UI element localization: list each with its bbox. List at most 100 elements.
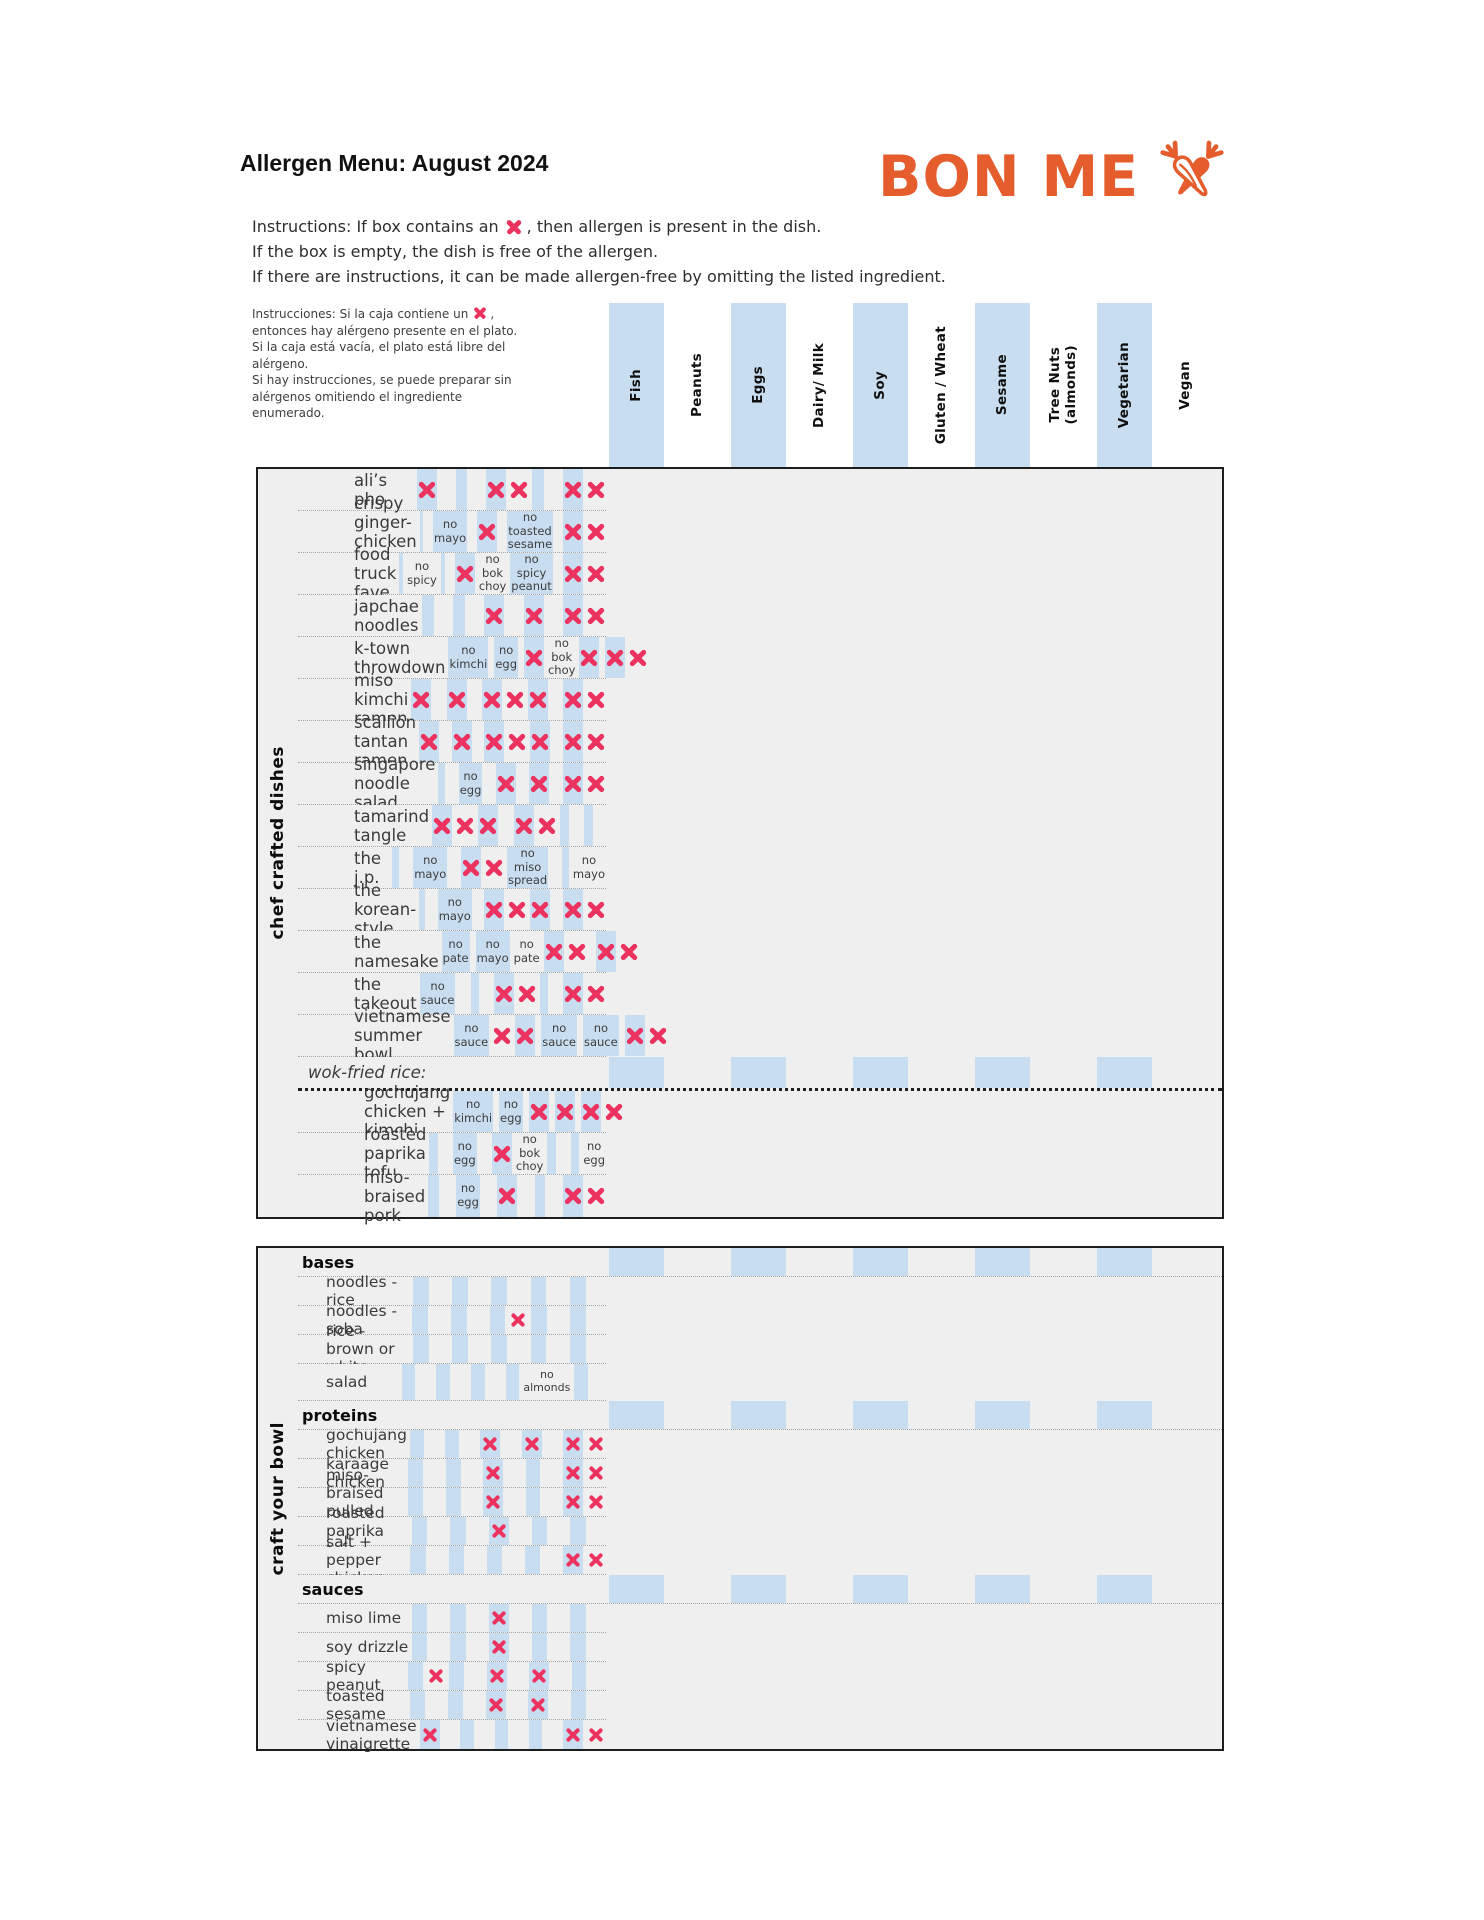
allergen-cell — [447, 1633, 468, 1661]
allergen-cell: no egg — [496, 1091, 526, 1132]
allergen-cell — [606, 1057, 667, 1088]
allergen-cell — [728, 1057, 789, 1088]
allergen-cell — [529, 1604, 550, 1632]
allergen-cell — [519, 763, 527, 804]
subheader-row: proteins — [298, 1401, 1222, 1430]
allergen-cell: no bok choy — [547, 636, 576, 678]
allergen-cell — [528, 1306, 550, 1334]
column-header-eggs: Eggs — [728, 303, 789, 467]
allergen-cell — [568, 1133, 582, 1174]
allergen-cell — [447, 1604, 468, 1632]
allergen-cell — [407, 1430, 427, 1458]
allergen-cell: no mayo — [430, 511, 470, 552]
allergen-cell — [1033, 1575, 1094, 1603]
allergen-cell — [586, 1720, 606, 1749]
cell-note: no egg — [495, 642, 517, 671]
table-row: gochujang chicken + kimchi no kimchi no eg… — [298, 1083, 606, 1140]
allergen-cell: no pate — [439, 931, 473, 972]
allergen-cell — [606, 1575, 667, 1603]
allergen-cell — [560, 1720, 586, 1749]
allergen-cell — [511, 1720, 526, 1749]
x-mark-icon — [528, 1695, 548, 1715]
x-mark-icon — [563, 774, 583, 794]
allergen-cell — [622, 1015, 648, 1056]
allergen-cell — [492, 1015, 512, 1056]
allergen-cell — [407, 1546, 428, 1574]
table-row: vietnamese summer bowl no sauce no sauce no… — [298, 1007, 645, 1064]
allergen-cell — [484, 1662, 510, 1690]
allergen-cell — [552, 1662, 568, 1690]
x-mark-icon — [417, 480, 437, 500]
column-header-dairy-milk: Dairy/ Milk — [789, 303, 850, 467]
x-mark-icon — [563, 900, 583, 920]
x-mark-icon — [563, 1186, 583, 1206]
allergen-cell — [470, 1306, 487, 1334]
allergen-cell — [444, 679, 470, 720]
x-mark-icon — [508, 1310, 528, 1330]
allergen-cell — [972, 1575, 1033, 1603]
allergen-cell — [572, 805, 582, 846]
allergen-cell — [559, 1133, 568, 1174]
allergen-cell — [432, 1277, 449, 1305]
allergen-cell — [462, 1430, 477, 1458]
dish-name: miso lime — [326, 1609, 402, 1627]
dish-name: the namesake — [354, 932, 439, 971]
x-mark-icon — [530, 900, 550, 920]
allergen-cell — [445, 1691, 466, 1719]
subheader-row: bases — [298, 1248, 1222, 1277]
allergen-cell — [911, 1057, 972, 1088]
subheader-label: proteins — [302, 1405, 378, 1425]
allergen-cell — [560, 595, 586, 636]
cell-note: no mayo — [476, 936, 509, 965]
allergen-cell: no bok choy — [478, 552, 507, 594]
allergen-cell — [548, 1175, 560, 1217]
allergen-cell — [468, 973, 482, 1014]
table-row: vietnamese vinaigrette — [298, 1717, 606, 1753]
allergen-cell — [586, 1546, 606, 1574]
x-mark-icon — [455, 564, 475, 584]
allergen-cell — [1094, 1575, 1155, 1603]
allergen-cell — [441, 1133, 450, 1174]
allergen-cell — [591, 1364, 606, 1400]
allergen-cell — [550, 1604, 567, 1632]
allergen-cell — [448, 763, 456, 804]
allergen-cell — [468, 595, 481, 636]
allergen-cell — [435, 763, 448, 804]
table-row: noodles - rice — [298, 1273, 606, 1309]
instructions-line-1-before: Instructions: If box contains an — [252, 217, 499, 236]
allergen-cell — [1155, 1575, 1216, 1603]
allergen-cell — [486, 1633, 512, 1661]
allergen-cell — [560, 1175, 586, 1217]
dish-name: tamarind tangle — [354, 806, 430, 845]
column-header-label: Gluten / Wheat — [933, 325, 950, 445]
allergen-cell — [417, 511, 426, 552]
allergen-cell — [789, 1057, 850, 1088]
x-mark-icon — [586, 984, 606, 1004]
allergen-cell — [452, 553, 478, 594]
allergen-cell — [543, 1459, 559, 1487]
allergen-cell — [586, 763, 606, 804]
allergen-cell: no kimchi — [450, 1091, 496, 1132]
allergen-cell — [443, 1488, 464, 1516]
allergen-cell — [512, 1015, 538, 1056]
section-label: chef crafted dishes — [268, 746, 288, 940]
dish-name: toasted sesame — [326, 1687, 386, 1723]
allergen-cell — [911, 1248, 972, 1276]
table-row: the takeout no sauce — [298, 973, 606, 1015]
allergen-cell — [408, 679, 434, 720]
allergen-cell — [523, 1459, 544, 1487]
allergen-cell — [551, 973, 560, 1014]
subheader-label: bases — [302, 1252, 355, 1272]
allergen-cell — [728, 1248, 789, 1276]
allergen-cell — [521, 595, 547, 636]
allergen-cell — [567, 1517, 588, 1545]
x-mark-icon — [563, 522, 583, 542]
allergen-cell — [426, 1133, 440, 1174]
allergen-cell — [667, 1575, 728, 1603]
allergen-cell — [589, 1517, 606, 1545]
allergen-cell — [429, 1546, 446, 1574]
instructions-es-before: Instrucciones: Si la caja contiene un — [252, 307, 469, 321]
instructions-es-line-1: Instrucciones: Si la caja contiene un, — [252, 306, 552, 323]
allergen-cell — [628, 637, 648, 678]
allergen-cell — [418, 1364, 433, 1400]
